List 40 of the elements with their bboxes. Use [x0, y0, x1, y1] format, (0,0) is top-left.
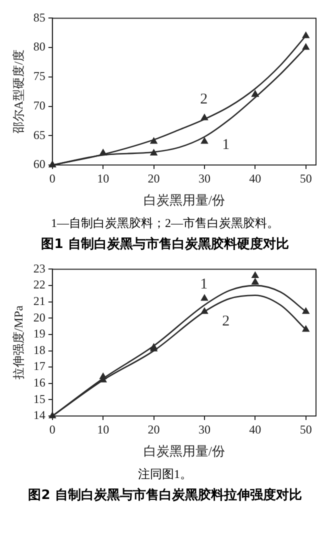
x-axis-title: 白炭黑用量/份 — [143, 192, 226, 208]
y-tick-label: 75 — [33, 69, 46, 84]
x-tick-label: 50 — [300, 422, 312, 436]
text: 图2 自制白炭黑与市售白炭黑胶料拉伸强度对比 — [27, 486, 303, 504]
x-tick-label: 40 — [249, 422, 262, 436]
y-tick-label: 19 — [33, 326, 46, 341]
x-tick-label: 10 — [97, 171, 110, 186]
y-tick-label: 22 — [33, 278, 46, 292]
x-tick-label: 30 — [198, 422, 210, 436]
text: 注同图1。 — [137, 466, 193, 483]
y-tick-label: 18 — [33, 342, 46, 357]
x-tick-label: 10 — [97, 422, 110, 436]
y-tick-label: 16 — [33, 376, 46, 390]
text: 图1 自制白炭黑与市售白炭黑胶料硬度对比 — [40, 236, 290, 253]
y-axis-title: 邵尔A型硬度/度 — [11, 50, 26, 134]
series-label: 2 — [200, 91, 208, 108]
x-tick-label: 30 — [198, 171, 210, 186]
y-tick-label: 17 — [33, 359, 46, 374]
y-tick-label: 80 — [33, 40, 46, 54]
x-tick-label: 20 — [148, 422, 160, 436]
y-axis-title: 拉伸强度/MPa — [11, 304, 26, 380]
y-tick-label: 15 — [33, 392, 46, 406]
y-tick-label: 65 — [33, 128, 46, 142]
y-tick-label: 85 — [33, 10, 46, 24]
series-label: 1 — [222, 136, 230, 153]
y-tick-label: 70 — [33, 98, 46, 112]
y-tick-label: 23 — [33, 261, 46, 276]
y-tick-label: 20 — [33, 310, 46, 324]
y-tick-label: 60 — [33, 157, 46, 172]
x-tick-label: 0 — [49, 171, 56, 186]
x-tick-label: 50 — [300, 171, 312, 186]
x-tick-label: 0 — [49, 422, 56, 436]
series-label: 2 — [222, 314, 230, 330]
x-axis-title: 白炭黑用量/份 — [143, 444, 226, 459]
x-tick-label: 20 — [148, 171, 160, 186]
series-label: 1 — [200, 276, 208, 292]
y-tick-label: 14 — [33, 408, 46, 422]
x-tick-label: 40 — [249, 171, 262, 186]
text: 1—自制白炭黑胶料；2—市售白炭黑胶料。 — [50, 215, 280, 232]
y-tick-label: 21 — [33, 294, 46, 308]
